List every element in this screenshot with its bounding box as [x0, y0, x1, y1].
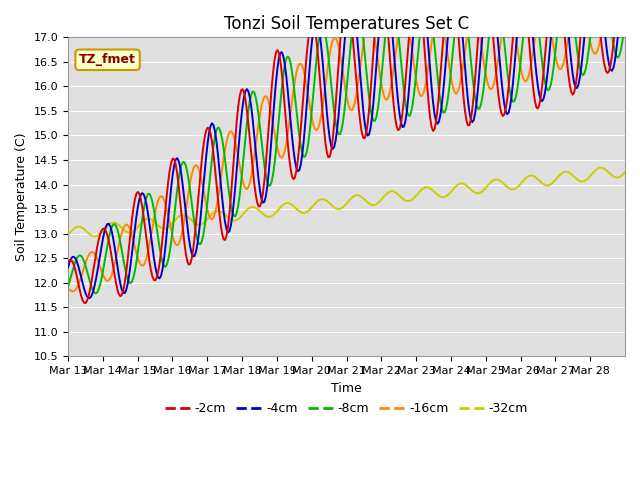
Legend: -2cm, -4cm, -8cm, -16cm, -32cm: -2cm, -4cm, -8cm, -16cm, -32cm [160, 397, 533, 420]
Title: Tonzi Soil Temperatures Set C: Tonzi Soil Temperatures Set C [224, 15, 469, 33]
X-axis label: Time: Time [331, 382, 362, 395]
Text: TZ_fmet: TZ_fmet [79, 53, 136, 66]
Y-axis label: Soil Temperature (C): Soil Temperature (C) [15, 132, 28, 261]
